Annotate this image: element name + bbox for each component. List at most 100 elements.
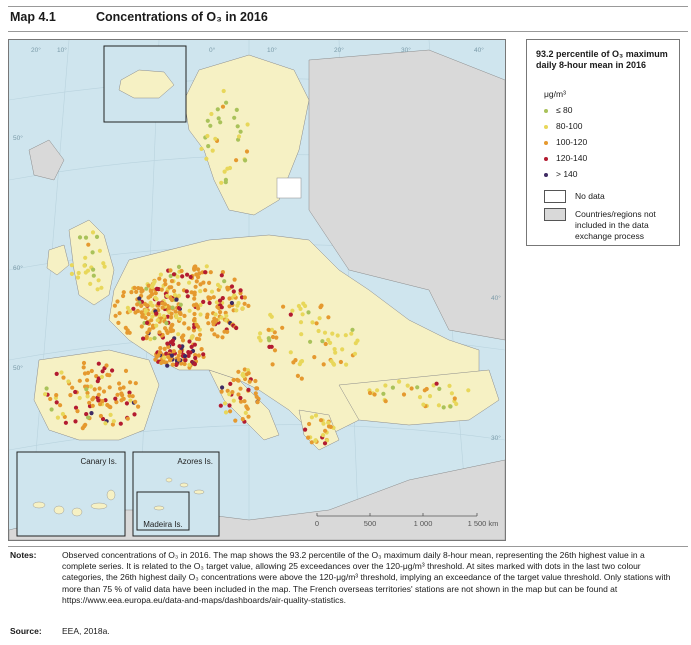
station-dot bbox=[452, 396, 457, 401]
station-dot bbox=[204, 156, 209, 161]
station-dot bbox=[295, 373, 300, 378]
station-dot bbox=[314, 321, 319, 326]
station-dot bbox=[215, 107, 220, 112]
station-dot bbox=[224, 313, 229, 318]
station-dot bbox=[280, 325, 285, 330]
station-dot bbox=[222, 401, 228, 406]
station-dot bbox=[178, 311, 183, 317]
station-dot bbox=[272, 330, 277, 335]
station-dot bbox=[245, 122, 250, 127]
station-dot bbox=[150, 283, 155, 288]
station-dot bbox=[103, 421, 108, 426]
station-dot bbox=[60, 411, 65, 417]
station-dot bbox=[77, 395, 82, 401]
station-dot bbox=[214, 300, 219, 305]
station-dot bbox=[309, 440, 314, 445]
legend-class-5-label: > 140 bbox=[556, 169, 578, 179]
station-dot bbox=[81, 360, 87, 366]
station-dot bbox=[75, 275, 81, 280]
station-dot bbox=[166, 344, 171, 349]
station-dot bbox=[242, 399, 247, 404]
station-dot bbox=[166, 354, 171, 359]
station-dot bbox=[83, 235, 89, 240]
station-dot bbox=[169, 323, 174, 328]
station-dot bbox=[147, 327, 152, 332]
station-dot bbox=[219, 273, 224, 278]
inset-canary: Canary Is. bbox=[16, 451, 126, 537]
station-dot bbox=[232, 293, 237, 298]
station-dot bbox=[167, 358, 173, 363]
station-dot bbox=[134, 289, 139, 294]
station-dot bbox=[235, 303, 240, 308]
station-dot bbox=[119, 398, 124, 403]
station-dot bbox=[254, 394, 259, 399]
station-dot bbox=[326, 424, 332, 429]
station-dot bbox=[266, 327, 271, 332]
station-dot bbox=[43, 392, 48, 397]
station-dot bbox=[321, 362, 326, 367]
station-dot bbox=[197, 332, 203, 337]
station-dot bbox=[206, 144, 211, 149]
station-dot bbox=[300, 312, 305, 317]
notes-text: Observed concentrations of O₃ in 2016. T… bbox=[62, 550, 671, 605]
station-dot bbox=[125, 305, 130, 310]
station-dot bbox=[82, 263, 87, 268]
graticule-label: 10° bbox=[57, 46, 67, 54]
station-dot bbox=[242, 295, 247, 300]
station-dot bbox=[383, 399, 388, 404]
station-dot bbox=[86, 242, 91, 247]
station-dot bbox=[169, 297, 175, 303]
station-dot bbox=[187, 308, 192, 313]
station-dot bbox=[198, 289, 203, 294]
station-dot bbox=[125, 330, 130, 335]
graticule-label: 50° bbox=[13, 364, 23, 372]
station-dot bbox=[121, 293, 126, 299]
notes-label: Notes: bbox=[10, 550, 37, 560]
station-dot bbox=[96, 392, 101, 397]
station-dot bbox=[192, 342, 197, 347]
source-text: EEA, 2018a. bbox=[62, 626, 110, 636]
station-dot bbox=[220, 296, 225, 301]
station-dot bbox=[466, 388, 471, 393]
station-dot bbox=[163, 282, 168, 287]
station-dot bbox=[132, 412, 137, 417]
station-dot bbox=[299, 332, 304, 337]
graticule-label: 20° bbox=[334, 46, 344, 54]
station-dot bbox=[178, 302, 183, 307]
station-dot bbox=[89, 368, 94, 374]
station-dot bbox=[214, 318, 219, 323]
station-dot bbox=[326, 420, 331, 425]
station-dot bbox=[149, 318, 154, 323]
station-dot bbox=[322, 330, 328, 335]
station-dot bbox=[313, 438, 318, 443]
station-dot bbox=[238, 395, 243, 401]
station-dot bbox=[297, 362, 302, 367]
station-dot bbox=[234, 308, 239, 313]
station-dot bbox=[73, 389, 78, 395]
station-dot bbox=[332, 347, 337, 352]
station-dot bbox=[215, 334, 220, 339]
station-dot bbox=[270, 362, 275, 367]
station-dot bbox=[75, 409, 80, 414]
station-dot bbox=[98, 402, 103, 407]
station-dot bbox=[253, 391, 258, 396]
station-dot bbox=[208, 123, 213, 128]
station-dot bbox=[228, 381, 233, 386]
station-dot bbox=[148, 337, 153, 342]
station-dot bbox=[236, 369, 241, 374]
station-dot bbox=[243, 158, 248, 163]
station-dot bbox=[167, 285, 172, 290]
station-dot bbox=[129, 290, 134, 295]
station-dot bbox=[221, 88, 226, 94]
station-dot bbox=[317, 316, 322, 321]
station-dot bbox=[158, 272, 163, 277]
station-dot bbox=[213, 136, 218, 141]
station-dot bbox=[140, 314, 145, 319]
station-dot bbox=[85, 390, 90, 396]
station-dot bbox=[113, 313, 118, 318]
legend-class-2-label: 80-100 bbox=[556, 121, 583, 131]
station-dot bbox=[205, 312, 210, 317]
station-dot bbox=[409, 386, 414, 391]
station-dot bbox=[321, 421, 326, 426]
station-dot bbox=[168, 273, 173, 279]
